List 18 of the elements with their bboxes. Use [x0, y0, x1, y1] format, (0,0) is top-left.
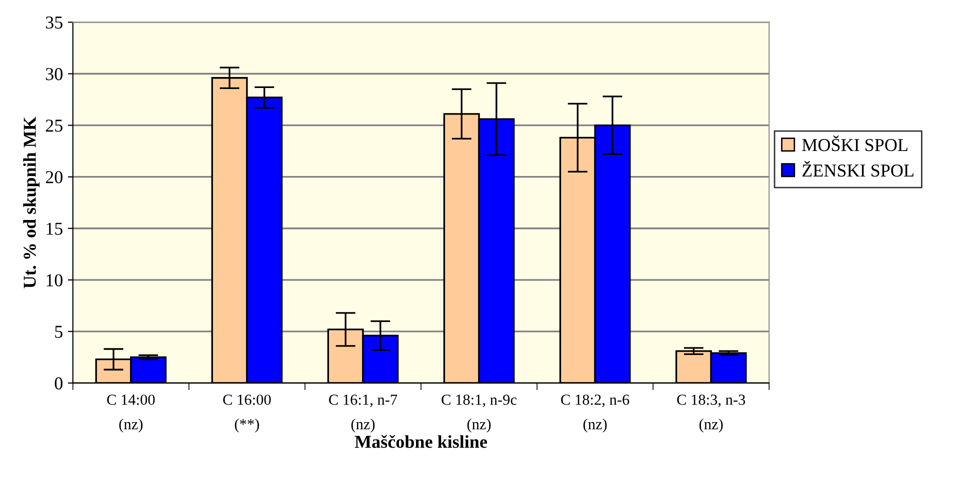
- y-tick-label: 25: [46, 120, 62, 132]
- x-tick-label: C 16:00 (**): [223, 394, 271, 432]
- y-tick-label: 30: [46, 68, 62, 80]
- y-tick-label: 20: [46, 171, 62, 184]
- y-axis-title: Ut. % od skupnih MK: [23, 116, 40, 288]
- y-tick-label: 0: [54, 377, 62, 390]
- legend-label: MOŠKI SPOL: [802, 136, 908, 152]
- y-tick-label: 35: [46, 16, 62, 29]
- y-tick-label: 15: [46, 222, 62, 235]
- x-tick-label: C 18:1, n-9c (nz): [442, 394, 517, 432]
- x-tick-label: C 18:3, n-3 (nz): [677, 394, 746, 432]
- x-axis-title: Maščobne kisline: [354, 435, 487, 448]
- legend-label: ŽENSKI SPOL: [802, 161, 914, 177]
- y-tick-label: 5: [55, 326, 62, 338]
- x-tick-label: C 14:00 (nz): [107, 394, 155, 432]
- x-tick-label: C 18:2, n-6 (nz): [561, 394, 630, 432]
- x-tick-label: C 16:1, n-7 (nz): [329, 394, 398, 432]
- y-tick-label: 10: [46, 274, 62, 286]
